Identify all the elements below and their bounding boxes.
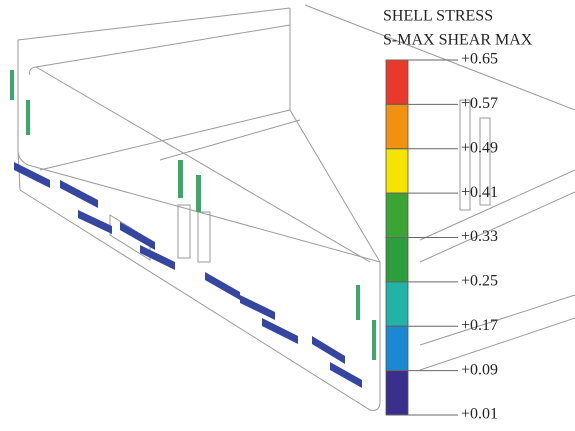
tick-label: +0.09: [461, 361, 498, 378]
tick-label: +0.33: [461, 228, 498, 245]
tick-label: +0.25: [461, 273, 498, 290]
strip: [205, 272, 362, 388]
color-band: [386, 371, 408, 415]
strip: [10, 70, 376, 360]
legend: SHELL STRESS S-MAX SHEAR MAX +0.65 +0.57 +…: [383, 8, 533, 423]
stiffeners: [110, 205, 210, 262]
color-band: [386, 104, 408, 148]
box-inner: [30, 25, 370, 262]
strip: [14, 162, 175, 270]
color-band: [386, 238, 408, 282]
color-band: [386, 193, 408, 237]
tick-label: +0.17: [461, 317, 498, 334]
color-band: [386, 326, 408, 370]
tick-label: +0.65: [461, 51, 498, 68]
color-band: [386, 149, 408, 193]
contour-strips: [10, 70, 376, 388]
tick-label: +0.01: [461, 406, 498, 423]
legend-title: S-MAX SHEAR MAX: [383, 32, 533, 49]
tick-label: +0.57: [461, 95, 498, 112]
page: SHELL STRESS S-MAX SHEAR MAX +0.65 +0.57 +…: [0, 0, 575, 431]
color-band: [386, 282, 408, 326]
tick-label: +0.41: [461, 184, 498, 201]
tick-label: +0.49: [461, 139, 498, 156]
color-band: [386, 60, 408, 104]
legend-title: SHELL STRESS: [383, 8, 493, 25]
figure: SHELL STRESS S-MAX SHEAR MAX +0.65 +0.57 +…: [0, 0, 575, 431]
